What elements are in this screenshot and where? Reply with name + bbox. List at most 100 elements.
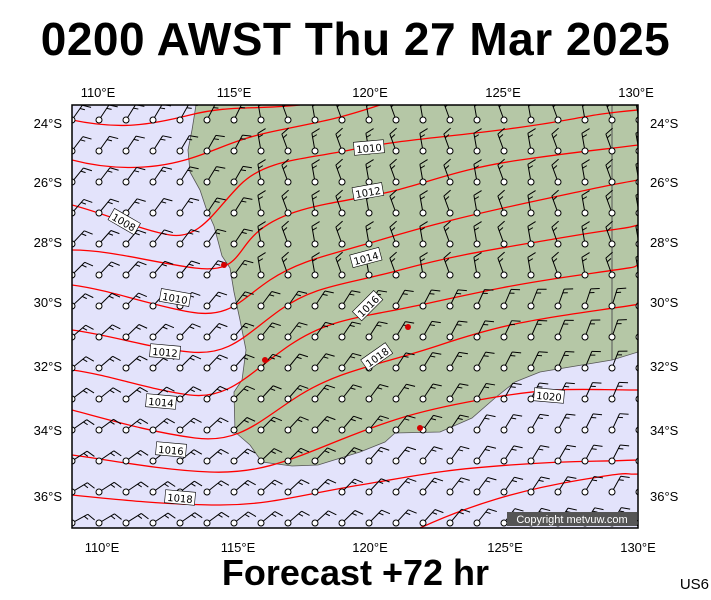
wind-barb xyxy=(446,477,470,496)
wind-barb xyxy=(581,319,601,341)
wind-barb xyxy=(365,321,388,341)
wind-barb xyxy=(446,320,468,341)
lat-label-left: 36°S xyxy=(34,489,63,504)
wind-barb xyxy=(95,135,119,155)
svg-text:1016: 1016 xyxy=(158,445,184,458)
wind-barb xyxy=(635,395,638,403)
wind-barb xyxy=(149,512,176,527)
wind-barb xyxy=(122,449,149,465)
lat-label-left: 30°S xyxy=(34,295,63,310)
wind-barb xyxy=(176,260,201,279)
lon-label-top: 125°E xyxy=(485,85,521,100)
wind-barb xyxy=(527,190,536,217)
wind-barb xyxy=(281,158,292,186)
wind-barb xyxy=(581,413,603,434)
wind-barb xyxy=(527,159,536,186)
wind-barb xyxy=(527,476,550,496)
wind-barb xyxy=(95,167,119,186)
wind-barb xyxy=(95,418,122,434)
isobar-line xyxy=(72,264,638,397)
wind-barb xyxy=(282,105,292,124)
wind-barb xyxy=(392,446,417,465)
wind-barb xyxy=(551,220,562,248)
isobar-line xyxy=(72,105,301,127)
wind-barb xyxy=(446,445,470,465)
wind-barb xyxy=(365,478,390,496)
wind-barb xyxy=(338,384,362,403)
wind-barb xyxy=(365,446,390,465)
wind-barb xyxy=(443,251,454,279)
wind-barb xyxy=(551,127,562,155)
wind-barb xyxy=(473,508,497,527)
wind-barb xyxy=(419,320,441,341)
lon-label-bottom: 115°E xyxy=(221,540,256,555)
svg-text:1010: 1010 xyxy=(161,292,188,307)
wind-barb xyxy=(176,354,202,372)
wind-barb xyxy=(581,221,590,248)
wind-barb xyxy=(149,229,173,248)
wind-barb xyxy=(392,509,417,527)
wind-barb xyxy=(203,354,228,372)
wind-barb xyxy=(581,190,590,217)
lon-label-bottom: 110°E xyxy=(85,540,120,555)
wind-barb xyxy=(203,260,227,279)
wind-barb xyxy=(122,166,146,186)
wind-barb xyxy=(311,353,335,372)
wind-barb xyxy=(473,351,495,372)
wind-barb xyxy=(608,381,629,403)
wind-barb xyxy=(257,159,266,186)
wind-barb xyxy=(311,416,336,434)
wind-barb xyxy=(605,220,616,248)
wind-barb xyxy=(311,128,320,155)
wind-barb xyxy=(389,220,400,248)
wind-barb xyxy=(419,289,441,310)
isobar-label: 1012 xyxy=(351,182,385,201)
isobar-line xyxy=(72,302,638,440)
wind-barb xyxy=(230,354,255,372)
wind-barb xyxy=(176,229,200,248)
wind-barb xyxy=(446,289,467,310)
wind-barb xyxy=(281,189,292,217)
wind-barb xyxy=(257,128,266,155)
lat-label-left: 26°S xyxy=(34,175,63,190)
wind-barb xyxy=(122,229,147,248)
wind-barb xyxy=(230,417,256,434)
lon-label-bottom: 125°E xyxy=(487,540,523,555)
wind-barb xyxy=(95,261,120,279)
isobar-line xyxy=(72,144,638,270)
wind-barb xyxy=(281,220,292,248)
wind-barb xyxy=(554,476,577,496)
wind-barb xyxy=(284,416,309,434)
wind-barb xyxy=(335,189,346,217)
isobar-label: 1010 xyxy=(353,139,385,156)
wind-barb xyxy=(635,162,638,186)
wind-barb xyxy=(284,510,310,527)
map-code: US6 xyxy=(679,576,709,593)
wind-barb xyxy=(257,416,283,434)
wind-barb xyxy=(554,319,574,341)
wind-barb xyxy=(390,105,400,124)
wind-barb xyxy=(473,221,482,248)
wind-barb xyxy=(230,291,254,310)
wind-barb xyxy=(338,510,364,527)
wind-barb xyxy=(608,287,627,310)
wind-barb xyxy=(605,127,616,155)
svg-text:1012: 1012 xyxy=(355,186,382,201)
wind-barb xyxy=(473,445,497,465)
wind-barb xyxy=(365,159,374,186)
wind-barb xyxy=(635,519,638,527)
wind-barb xyxy=(389,158,400,186)
wind-barb xyxy=(230,259,254,279)
copyright-box xyxy=(507,512,637,526)
wind-barb xyxy=(581,287,600,310)
wind-barb xyxy=(338,415,363,434)
wind-barb xyxy=(554,351,575,372)
wind-barb xyxy=(389,127,400,155)
wind-barb xyxy=(95,230,120,248)
lat-label-right: 28°S xyxy=(650,235,679,250)
wind-barb xyxy=(497,127,508,155)
wind-barb xyxy=(527,351,548,372)
lat-label-right: 32°S xyxy=(650,359,679,374)
wind-barb xyxy=(203,166,226,186)
